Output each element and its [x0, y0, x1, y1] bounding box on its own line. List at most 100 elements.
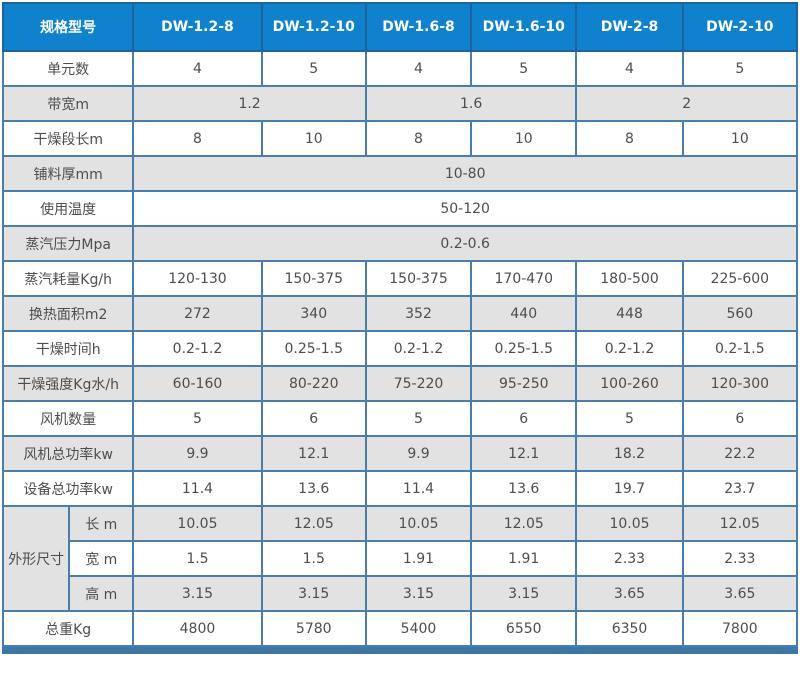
spec-value-cell: 8: [132, 120, 263, 157]
dimension-sublabel-cell: 高 m: [68, 575, 135, 612]
spec-value-cell: 12.05: [681, 505, 799, 542]
spec-value-cell: 0.2-1.2: [575, 330, 684, 367]
spec-value-cell: 560: [681, 295, 799, 332]
model-header-cell: DW-1.6-10: [470, 2, 578, 52]
spec-value-cell: 3.15: [470, 575, 578, 612]
spec-label-cell: 单元数: [1, 50, 135, 87]
spec-value-cell: 6350: [575, 610, 684, 647]
spec-value-cell: 3.15: [260, 575, 367, 612]
dimension-row: 高 m 3.15 3.15 3.15 3.15 3.65 3.65: [3, 575, 799, 612]
spec-value-cell: 12.1: [470, 435, 578, 472]
dryer-spec-table: 规格型号 DW-1.2-8 DW-1.2-10 DW-1.6-8 DW-1.6-10 D…: [1, 2, 799, 647]
corner-label-cell: 规格型号: [1, 2, 135, 52]
spec-row: 设备总功率kw 11.4 13.6 11.4 13.6 19.7 23.7: [1, 470, 799, 507]
spec-value-cell: 11.4: [364, 470, 473, 507]
dimension-sublabel-cell: 宽 m: [68, 540, 135, 577]
spec-value-cell: 6550: [470, 610, 578, 647]
spec-value-cell: 13.6: [260, 470, 367, 507]
spec-value-cell: 1.91: [470, 540, 578, 577]
spec-value-cell: 3.15: [364, 575, 473, 612]
spec-value-cell: 8: [575, 120, 684, 157]
spec-value-cell: 3.15: [132, 575, 263, 612]
spec-value-cell: 18.2: [575, 435, 684, 472]
table-bottom-border: [2, 647, 798, 654]
spec-value-cell: 12.1: [260, 435, 367, 472]
spec-value-cell: 180-500: [575, 260, 684, 297]
spec-value-cell: 6: [470, 400, 578, 437]
spec-value-cell: 0.2-0.6: [132, 225, 798, 262]
spec-value-cell: 120-130: [132, 260, 263, 297]
model-header-cell: DW-2-10: [681, 2, 799, 52]
spec-value-cell: 19.7: [575, 470, 684, 507]
spec-value-cell: 2.33: [575, 540, 684, 577]
spec-value-cell: 4: [364, 50, 473, 87]
spec-row: 使用温度 50-120: [1, 190, 798, 227]
spec-value-cell: 170-470: [470, 260, 578, 297]
spec-value-cell: 4: [575, 50, 684, 87]
spec-value-cell: 60-160: [132, 365, 263, 402]
spec-value-cell: 340: [260, 295, 367, 332]
spec-label-cell: 风机总功率kw: [1, 435, 135, 472]
spec-value-cell: 0.2-1.2: [364, 330, 473, 367]
spec-value-cell: 448: [575, 295, 684, 332]
spec-value-cell: 4800: [132, 610, 263, 647]
spec-value-cell: 3.65: [681, 575, 799, 612]
spec-value-cell: 11.4: [132, 470, 263, 507]
dimension-group-label-cell: 外形尺寸: [1, 505, 71, 612]
spec-value-cell: 9.9: [364, 435, 473, 472]
spec-row: 蒸汽耗量Kg/h 120-130 150-375 150-375 170-470 180-…: [1, 260, 799, 297]
spec-value-cell: 95-250: [470, 365, 578, 402]
spec-row: 风机总功率kw 9.9 12.1 9.9 12.1 18.2 22.2: [1, 435, 799, 472]
spec-value-cell: 0.25-1.5: [470, 330, 578, 367]
spec-value-cell: 5: [260, 50, 367, 87]
spec-row: 换热面积m2 272 340 352 440 448 560: [1, 295, 799, 332]
spec-value-cell: 2: [575, 85, 798, 122]
spec-label-cell: 总重Kg: [1, 610, 135, 647]
model-header-cell: DW-1.6-8: [364, 2, 473, 52]
spec-value-cell: 5: [575, 400, 684, 437]
dimension-sublabel-cell: 长 m: [68, 505, 135, 542]
spec-value-cell: 10: [681, 120, 799, 157]
model-header-row: 规格型号 DW-1.2-8 DW-1.2-10 DW-1.6-8 DW-1.6-10 D…: [1, 2, 799, 52]
spec-label-cell: 干燥时间h: [1, 330, 135, 367]
spec-value-cell: 0.2-1.5: [681, 330, 799, 367]
spec-value-cell: 80-220: [260, 365, 367, 402]
spec-value-cell: 75-220: [364, 365, 473, 402]
spec-value-cell: 4: [132, 50, 263, 87]
spec-value-cell: 5: [681, 50, 799, 87]
spec-value-cell: 352: [364, 295, 473, 332]
spec-value-cell: 5: [364, 400, 473, 437]
spec-value-cell: 100-260: [575, 365, 684, 402]
spec-value-cell: 5400: [364, 610, 473, 647]
spec-label-cell: 使用温度: [1, 190, 135, 227]
spec-value-cell: 272: [132, 295, 263, 332]
spec-value-cell: 10.05: [132, 505, 263, 542]
spec-table-body: 单元数 4 5 4 5 4 5 带宽m 1.2 1.6 2 干燥段长m 8 10 8 10 8 10 铺料厚mm 10…: [1, 50, 799, 647]
spec-value-cell: 50-120: [132, 190, 798, 227]
spec-value-cell: 6: [260, 400, 367, 437]
spec-row: 干燥时间h 0.2-1.2 0.25-1.5 0.2-1.2 0.25-1.5 0.2-1…: [1, 330, 799, 367]
spec-value-cell: 3.65: [575, 575, 684, 612]
spec-value-cell: 150-375: [364, 260, 473, 297]
dimension-row: 宽 m 1.5 1.5 1.91 1.91 2.33 2.33: [3, 540, 799, 577]
spec-label-cell: 设备总功率kw: [1, 470, 135, 507]
spec-value-cell: 10: [260, 120, 367, 157]
spec-value-cell: 1.2: [132, 85, 367, 122]
spec-row: 单元数 4 5 4 5 4 5: [1, 50, 799, 87]
spec-value-cell: 10.05: [575, 505, 684, 542]
spec-label-cell: 蒸汽压力Mpa: [1, 225, 135, 262]
spec-value-cell: 7800: [681, 610, 799, 647]
spec-value-cell: 13.6: [470, 470, 578, 507]
spec-row: 铺料厚mm 10-80: [1, 155, 798, 192]
spec-value-cell: 2.33: [681, 540, 799, 577]
model-header-cell: DW-2-8: [575, 2, 684, 52]
spec-value-cell: 1.91: [364, 540, 473, 577]
spec-value-cell: 1.5: [132, 540, 263, 577]
spec-value-cell: 8: [364, 120, 473, 157]
spec-value-cell: 0.2-1.2: [132, 330, 263, 367]
spec-value-cell: 22.2: [681, 435, 799, 472]
spec-value-cell: 10: [470, 120, 578, 157]
spec-row: 干燥强度Kg水/h 60-160 80-220 75-220 95-250 100-260…: [1, 365, 799, 402]
spec-row: 带宽m 1.2 1.6 2: [1, 85, 798, 122]
